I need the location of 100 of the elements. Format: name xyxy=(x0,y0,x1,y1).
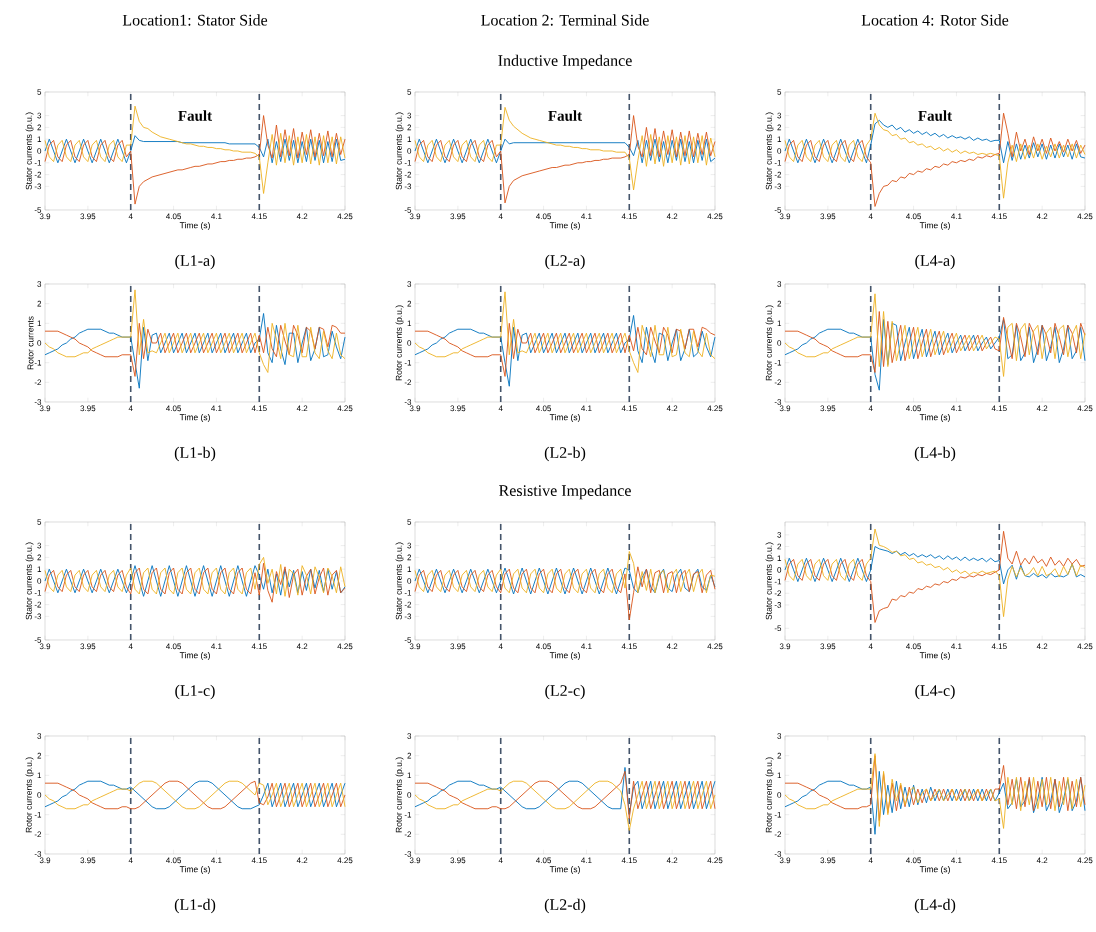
x-tick-label: 4.1 xyxy=(211,213,222,220)
y-tick-label: 2 xyxy=(777,543,782,550)
x-tick-label: 4.1 xyxy=(211,405,222,412)
x-axis-title: Time (s) xyxy=(179,414,210,422)
x-tick-label: 4.05 xyxy=(905,405,922,412)
y-tick-label: 1 xyxy=(37,772,42,779)
y-tick-label: 0 xyxy=(407,792,412,798)
x-tick-label: 4.2 xyxy=(1036,213,1048,220)
y-tick-label: 1 xyxy=(37,320,42,327)
y-tick-label: -1 xyxy=(34,590,42,596)
x-tick-label: 4.15 xyxy=(251,857,267,864)
x-tick-label: 4.15 xyxy=(251,213,267,220)
x-tick-label: 3.95 xyxy=(820,405,836,412)
text: (L2-a) xyxy=(545,254,585,270)
y-tick-label: -5 xyxy=(404,637,412,643)
text: (L2-d) xyxy=(544,898,586,914)
x-tick-label: 3.9 xyxy=(409,405,421,412)
x-axis-title: Time (s) xyxy=(549,414,580,422)
x-tick-label: 4.2 xyxy=(1036,857,1048,864)
y-tick-label: 2 xyxy=(37,124,42,131)
y-tick-label: 0 xyxy=(777,340,782,346)
y-tick-label: -5 xyxy=(404,207,412,213)
text: (L1-d) xyxy=(174,898,216,914)
y-axis-title: Stator currents (p.u.) xyxy=(395,542,404,620)
x-tick-label: 4.1 xyxy=(951,643,962,650)
x-axis-title: Time (s) xyxy=(919,866,950,874)
x-tick-label: 4.05 xyxy=(165,643,182,650)
x-tick-label: 4.25 xyxy=(1077,405,1093,412)
x-tick-label: 4.25 xyxy=(1077,213,1093,220)
x-tick-label: 3.9 xyxy=(39,405,51,412)
y-tick-label: -1 xyxy=(404,359,412,366)
x-tick-label: 4.15 xyxy=(621,857,637,864)
x-tick-label: 4.05 xyxy=(165,857,182,864)
y-tick-label: 0 xyxy=(37,792,42,798)
y-tick-label: 2 xyxy=(407,554,412,561)
y-tick-label: 3 xyxy=(37,112,42,119)
x-tick-label: 4.1 xyxy=(581,405,592,412)
x-tick-label: 4 xyxy=(128,857,133,864)
y-tick-label: -3 xyxy=(774,851,782,857)
y-tick-label: 0 xyxy=(407,148,412,154)
line-series xyxy=(44,562,346,603)
x-axis-title: Time (s) xyxy=(549,222,580,230)
y-tick-label: -1 xyxy=(774,578,782,585)
y-tick-label: -2 xyxy=(774,379,782,386)
x-tick-label: 4.2 xyxy=(296,405,308,412)
y-tick-label: -2 xyxy=(774,590,782,597)
line-series xyxy=(784,119,1086,164)
x-tick-label: 4 xyxy=(128,405,133,412)
x-tick-label: 4.1 xyxy=(211,857,222,864)
y-tick-label: -5 xyxy=(34,207,42,213)
y-tick-label: 5 xyxy=(407,519,412,525)
x-tick-label: 3.95 xyxy=(80,213,96,220)
y-tick-label: 1 xyxy=(777,136,782,142)
x-tick-label: 4.1 xyxy=(211,643,222,650)
x-tick-label: 4 xyxy=(128,213,133,220)
y-tick-label: 1 xyxy=(407,566,412,572)
x-axis-title: Time (s) xyxy=(179,652,210,660)
x-tick-label: 4.15 xyxy=(991,643,1007,650)
y-tick-label: -1 xyxy=(404,590,412,596)
y-tick-label: -3 xyxy=(774,399,782,405)
x-tick-label: 4.05 xyxy=(535,643,552,650)
x-tick-label: 4.15 xyxy=(621,405,637,412)
y-tick-label: -2 xyxy=(34,601,42,608)
y-tick-label: -2 xyxy=(774,831,782,838)
y-tick-label: -2 xyxy=(34,171,42,178)
y-tick-label: 1 xyxy=(407,772,412,779)
y-tick-label: 2 xyxy=(37,554,42,561)
x-tick-label: 4.2 xyxy=(296,857,308,864)
x-tick-label: 4 xyxy=(498,643,503,650)
y-axis-title: Stator currents (p.u.) xyxy=(395,112,404,190)
x-tick-label: 4.05 xyxy=(535,405,552,412)
y-tick-label: -1 xyxy=(34,160,42,166)
chart-title: Location 2: Terminal Side xyxy=(481,14,649,26)
y-tick-label: -3 xyxy=(774,602,782,608)
x-tick-label: 4.25 xyxy=(337,213,353,220)
x-tick-label: 3.95 xyxy=(820,857,836,864)
x-tick-label: 4.25 xyxy=(337,405,353,412)
x-tick-label: 4.05 xyxy=(905,857,922,864)
x-tick-label: 3.95 xyxy=(450,857,466,864)
x-tick-label: 4.15 xyxy=(991,213,1007,220)
x-axis-title: Time (s) xyxy=(549,866,580,874)
y-tick-label: 3 xyxy=(407,112,412,119)
y-axis-title: Rotor currents (p.u.) xyxy=(25,757,34,833)
y-tick-label: 3 xyxy=(37,281,42,287)
x-tick-label: 4.05 xyxy=(535,213,552,220)
x-tick-label: 4.05 xyxy=(165,213,182,220)
y-tick-label: 0 xyxy=(37,578,42,584)
x-tick-label: 4.1 xyxy=(581,857,592,864)
y-tick-label: 2 xyxy=(37,300,42,307)
y-tick-label: -3 xyxy=(34,183,42,190)
y-axis-title: Stator currents (p.u.) xyxy=(765,542,774,620)
x-tick-label: 4.1 xyxy=(951,857,962,864)
y-tick-label: -2 xyxy=(404,601,412,608)
x-tick-label: 4.1 xyxy=(581,213,592,220)
x-tick-label: 4.15 xyxy=(621,213,637,220)
x-tick-label: 4.2 xyxy=(666,857,678,864)
annotation: Fault xyxy=(548,110,583,121)
y-axis-title: Rotor currents (p.u.) xyxy=(765,305,774,381)
y-tick-label: 0 xyxy=(407,340,412,346)
y-tick-label: 3 xyxy=(37,733,42,739)
